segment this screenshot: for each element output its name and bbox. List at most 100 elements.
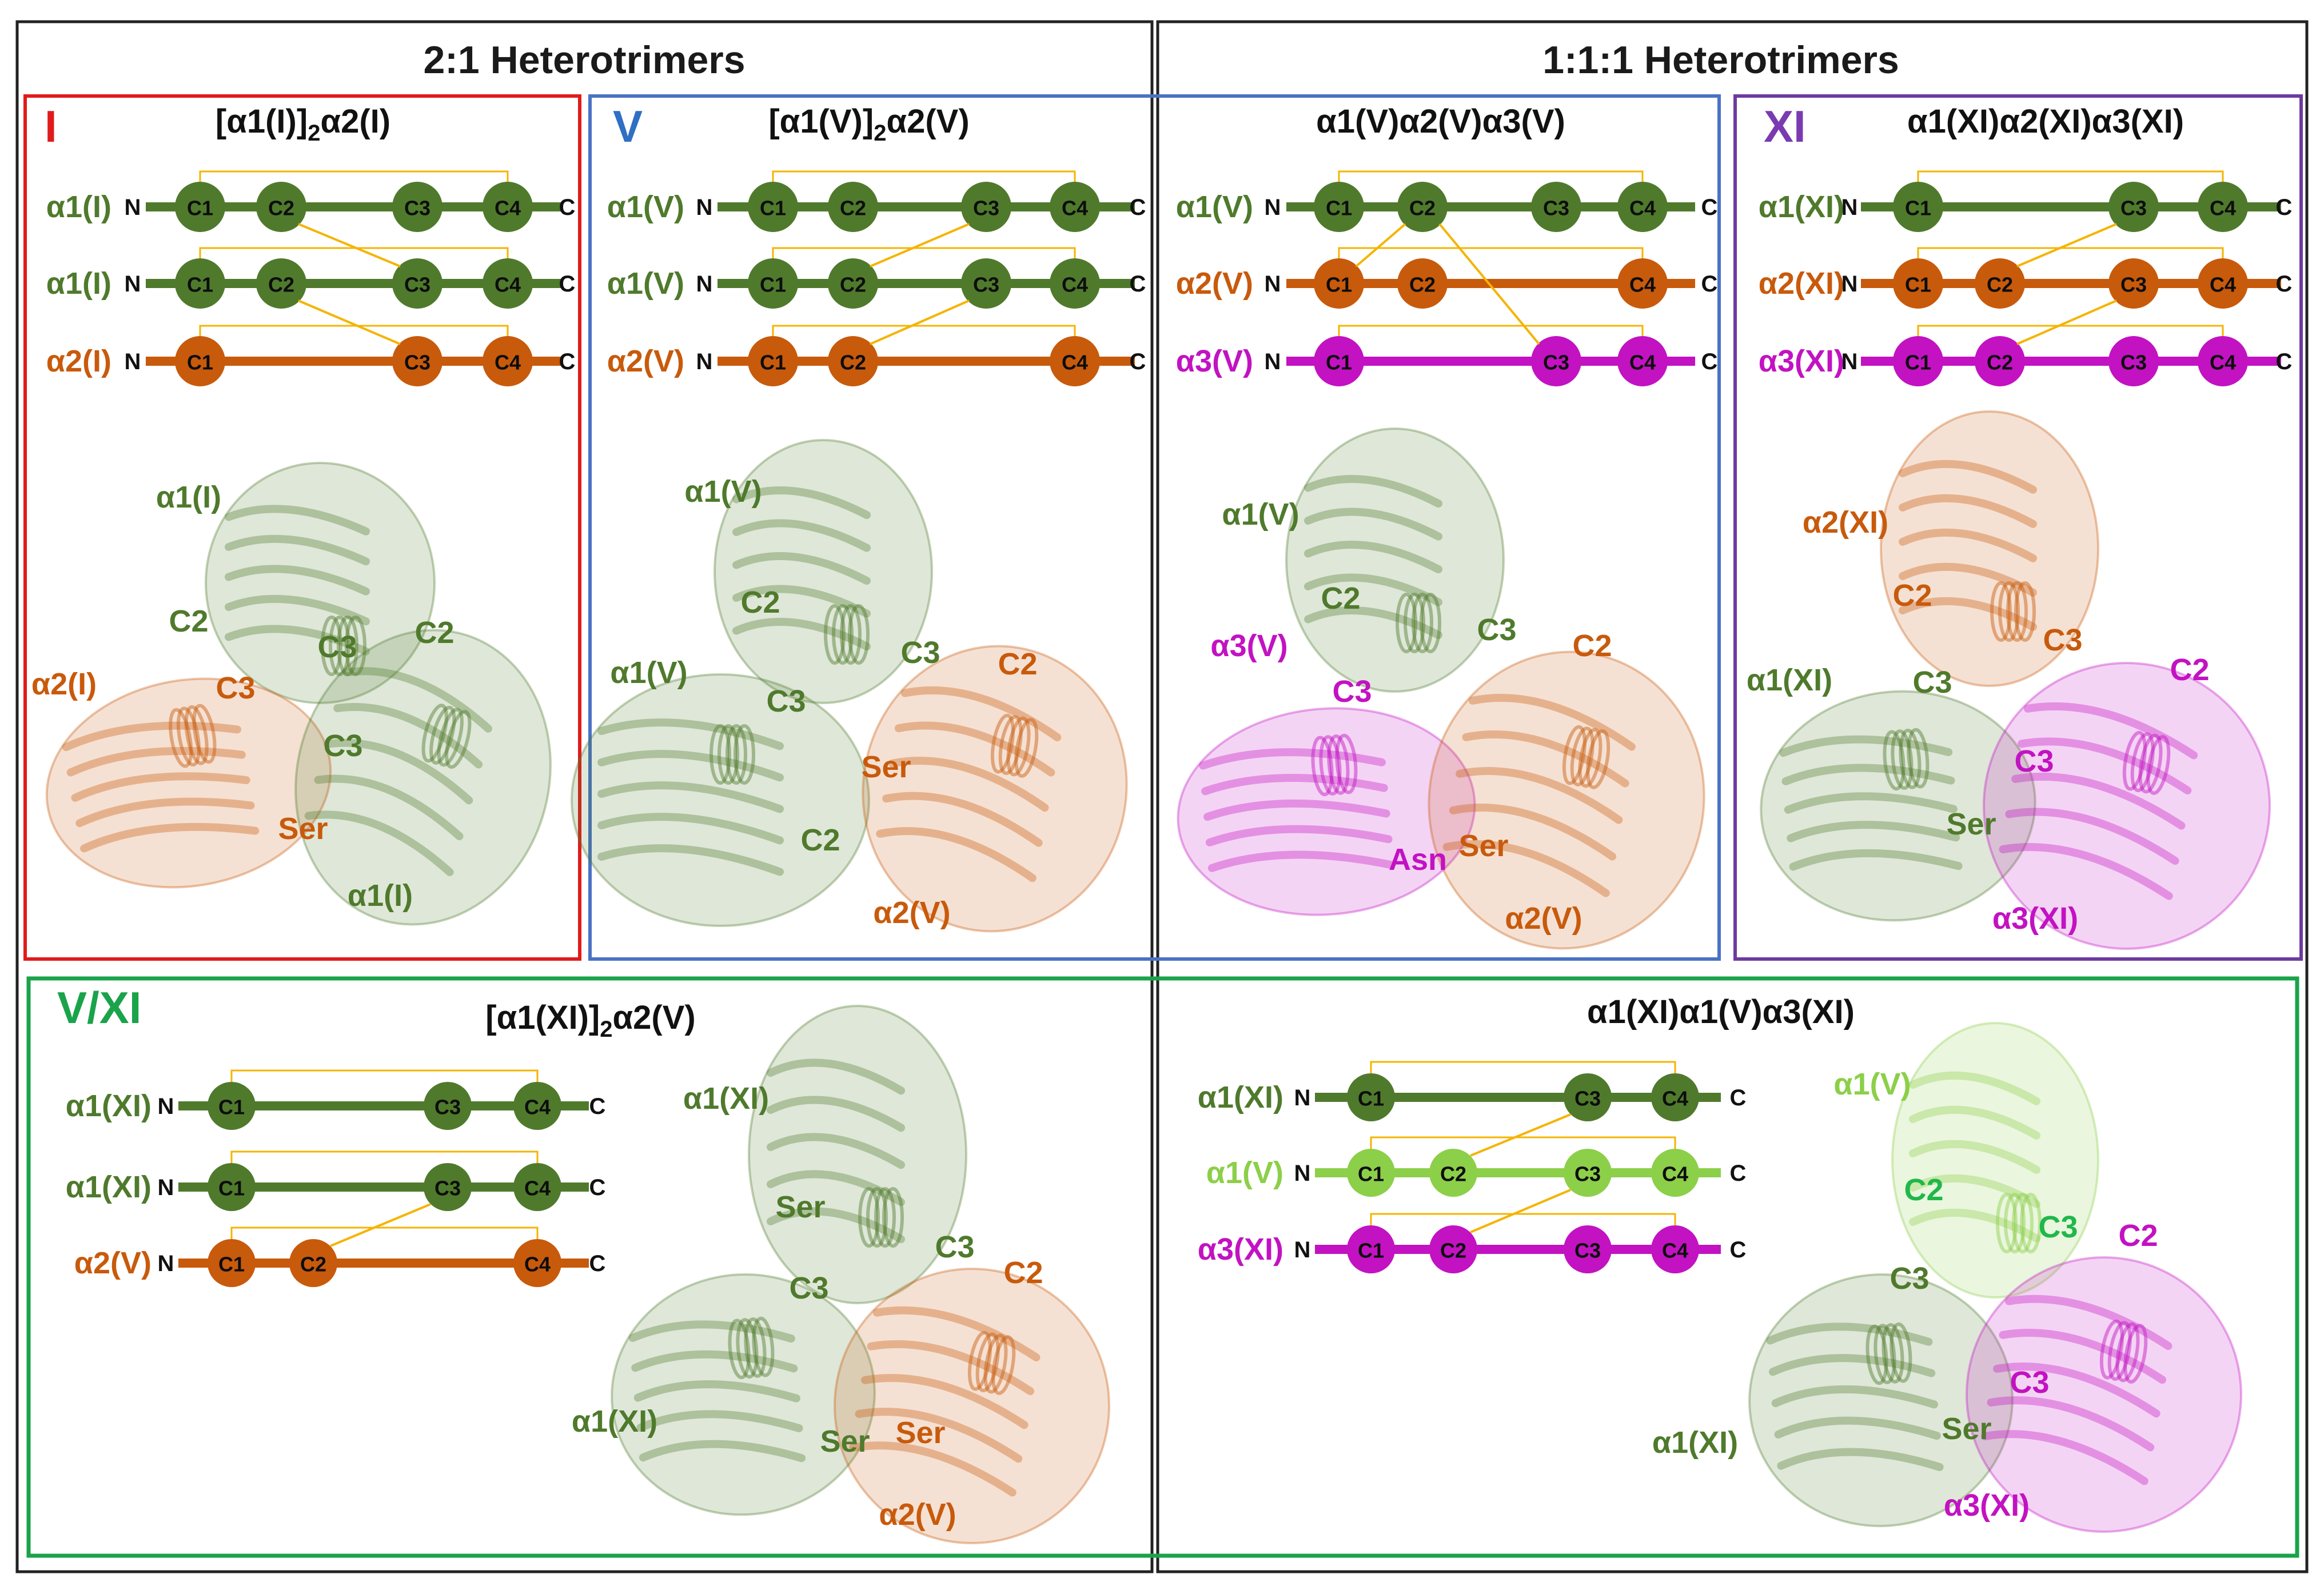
intrachain-disulfide — [1338, 247, 1644, 258]
structure-label: C3 — [2043, 623, 2082, 657]
header-2-1: 2:1 Heterotrimers — [423, 38, 745, 82]
panel-title: [α1(XI)]2α2(V) — [485, 999, 695, 1042]
structure-label: C3 — [1890, 1261, 1929, 1296]
structure-label: α2(I) — [31, 667, 97, 701]
domain-c3 — [1564, 1073, 1612, 1121]
structure-label: C2 — [998, 647, 1037, 681]
chain-label: α1(V) — [607, 190, 684, 224]
domain-c4 — [1050, 258, 1100, 309]
structure-label: α1(XI) — [1652, 1425, 1738, 1460]
structure-label: C2 — [1572, 629, 1612, 663]
domain-c3 — [2108, 336, 2159, 386]
intrachain-disulfide — [1370, 1061, 1676, 1073]
structure-label: α2(V) — [879, 1497, 956, 1532]
domain-c4 — [1617, 182, 1668, 232]
structure-label: α2(V) — [873, 896, 950, 930]
domain-c4 — [1651, 1073, 1699, 1121]
structure-label: Ser — [1942, 1412, 1991, 1446]
intrachain-disulfide — [230, 1069, 539, 1082]
intrachain-disulfide — [230, 1150, 539, 1163]
c-terminus-label: C — [1701, 349, 1718, 374]
box-type-XI — [1733, 94, 2303, 961]
intrachain-disulfide — [230, 1227, 539, 1239]
chain-row: α1(XI)N C C1 C3 C4 — [1759, 182, 2292, 232]
structure-label: C3 — [2038, 1210, 2078, 1244]
structure-label: Asn — [1389, 842, 1447, 877]
structure-label: Ser — [861, 750, 911, 784]
domain-c4 — [1651, 1149, 1699, 1197]
domain-label: C1 — [187, 351, 213, 374]
c-terminus-label: C — [589, 1094, 606, 1119]
chain-row: α2(I) N C C1 C3 C4 — [46, 336, 576, 386]
domain-c1 — [748, 336, 798, 386]
domain-label: C2 — [1409, 273, 1436, 297]
chain-label: α1(V) — [1176, 190, 1253, 224]
panel-title: [α1(I)]2α2(I) — [216, 103, 390, 146]
interchain-disulfide — [330, 1203, 431, 1247]
domain-c3 — [424, 1163, 472, 1211]
structure-label: C2 — [800, 823, 840, 857]
domain-label: C2 — [1440, 1162, 1466, 1186]
domain-label: C2 — [840, 197, 866, 220]
protein-structure-green — [1748, 1273, 2014, 1528]
domain-c2 — [1397, 182, 1448, 232]
structure-label: α1(V) — [1833, 1067, 1911, 1101]
chain-row: α2(XI)N C C1 C2 C3 C4 — [1759, 258, 2292, 309]
chain-label: α3(XI) — [1198, 1232, 1283, 1267]
structure-label: C3 — [900, 636, 940, 670]
protein-structure-orange — [834, 1268, 1110, 1544]
structure-label: C2 — [740, 585, 780, 620]
domain-label: C3 — [1574, 1239, 1601, 1263]
protein-structure-magenta — [1983, 662, 2271, 950]
c-terminus-label: C — [2276, 349, 2293, 374]
structure-label: α2(V) — [1505, 901, 1582, 936]
domain-label: C1 — [1326, 273, 1352, 297]
structure-label: C2 — [169, 604, 208, 638]
n-terminus-label: N — [696, 195, 713, 220]
n-terminus-label: N — [1265, 271, 1281, 297]
structure-label: α3(XI) — [1992, 901, 2078, 936]
protein-structure-magenta — [1177, 707, 1476, 916]
domain-label: C2 — [840, 351, 866, 374]
domain-c4 — [1617, 336, 1668, 386]
domain-c1 — [208, 1163, 256, 1211]
structure-label: C3 — [935, 1230, 974, 1264]
interchain-disulfide — [2016, 299, 2117, 345]
n-terminus-label: N — [1294, 1161, 1311, 1186]
domain-label: C3 — [1543, 351, 1569, 374]
n-terminus-label: N — [158, 1094, 174, 1119]
domain-label: C3 — [973, 197, 999, 220]
structure-label: α1(V) — [610, 656, 687, 690]
domain-label: C2 — [300, 1253, 326, 1276]
domain-c1 — [1314, 336, 1364, 386]
interchain-disulfide — [298, 223, 401, 267]
intrachain-disulfide — [772, 247, 1076, 258]
domain-label: C3 — [404, 273, 430, 297]
chain-row: α3(XI) N C C1 C2 C3 C4 — [1198, 1225, 1746, 1273]
c-terminus-label: C — [589, 1175, 606, 1200]
chain-row: α2(V) N C C1 C2 C4 — [607, 336, 1146, 386]
domain-label: C4 — [2210, 351, 2236, 374]
chain-label: α3(XI) — [1759, 344, 1844, 378]
chain-label: α1(I) — [46, 190, 111, 224]
type-label: V — [613, 101, 643, 151]
domain-label: C3 — [404, 351, 430, 374]
domain-c4 — [1050, 182, 1100, 232]
type-label: I — [45, 101, 57, 151]
protein-structure-magenta — [1966, 1256, 2242, 1533]
type-label: V/XI — [57, 982, 141, 1033]
domain-label: C2 — [268, 273, 294, 297]
domain-c2 — [828, 258, 878, 309]
domain-c1 — [175, 258, 225, 309]
c-terminus-label: C — [559, 349, 576, 374]
chain-row: α1(V) N C C1 C2 C3 C4 — [1206, 1149, 1746, 1197]
chain-row: α1(I) N C C1 C2 C3 C4 — [46, 182, 575, 232]
domain-c1 — [1314, 258, 1364, 309]
n-terminus-label: N — [158, 1175, 174, 1200]
domain-label: C1 — [1905, 273, 1931, 297]
domain-label: C3 — [434, 1096, 461, 1119]
domain-label: C1 — [187, 197, 213, 220]
